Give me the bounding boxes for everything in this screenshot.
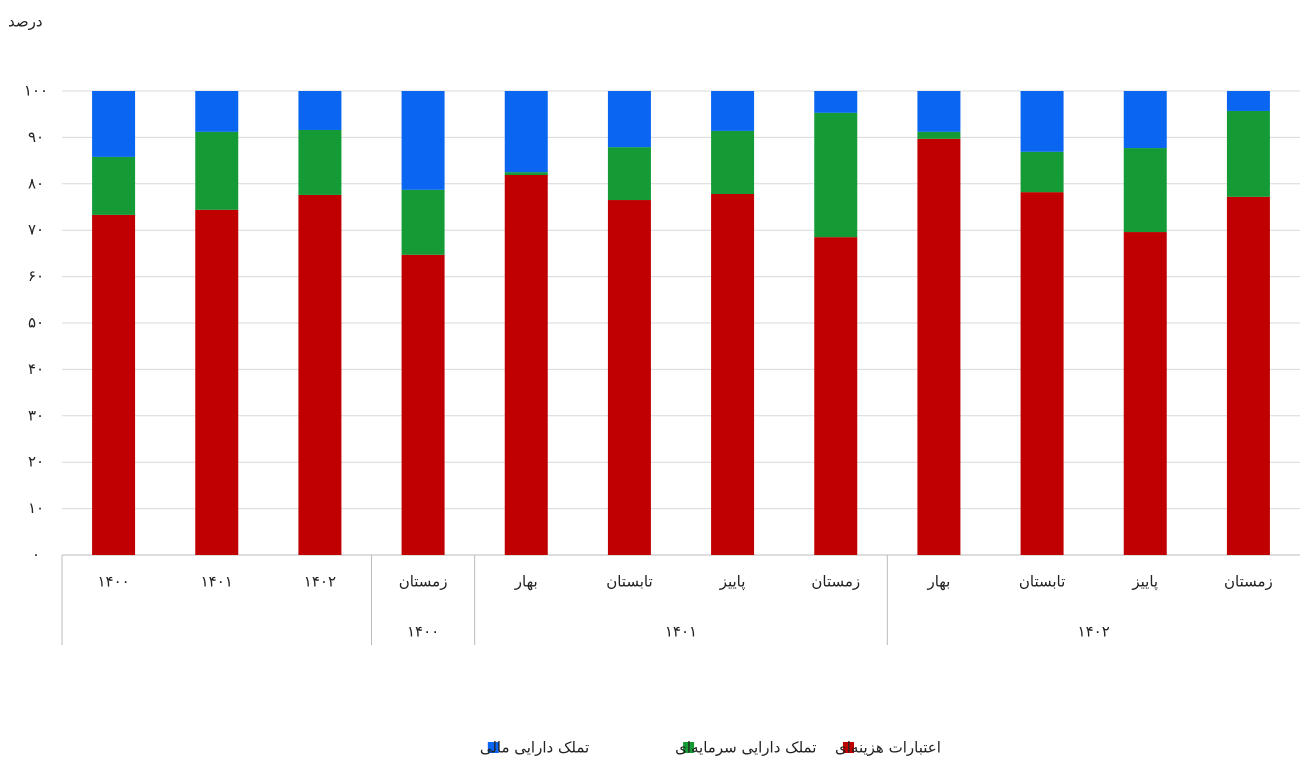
bar-segment	[92, 214, 136, 555]
x-tick-label: ۱۴۰۱	[201, 573, 233, 591]
y-tick-label: ۹۰	[28, 128, 44, 146]
bar-segment	[298, 91, 342, 130]
bar-segment	[814, 237, 858, 555]
bar-segment	[401, 254, 445, 556]
legend-swatch	[487, 742, 499, 753]
bar-segment	[917, 131, 961, 139]
y-tick-label: ۱۰۰	[24, 82, 48, 100]
group-label: ۱۴۰۲	[1078, 623, 1110, 641]
x-tick-label: ۱۴۰۲	[304, 573, 336, 591]
bar-segment	[401, 91, 445, 190]
bar-segment	[607, 91, 651, 148]
bar-segment	[298, 194, 342, 555]
bar-segment	[504, 174, 548, 555]
bar-segment	[1020, 151, 1064, 193]
bar-segment	[711, 91, 755, 131]
legend-swatch	[843, 742, 854, 753]
x-tick-label: پاییز	[719, 573, 746, 592]
y-tick-label: ۶۰	[28, 267, 44, 285]
bar-segment	[1123, 148, 1167, 233]
y-tick-label: ۷۰	[28, 221, 44, 239]
bar-segment	[1123, 232, 1167, 555]
bar-segment	[401, 189, 445, 255]
y-tick-label: ۸۰	[28, 174, 44, 192]
bar-segment	[1226, 110, 1270, 197]
bar-segment	[195, 91, 239, 132]
bar-segment	[917, 138, 961, 556]
x-tick-label: ۱۴۰۰	[97, 573, 129, 591]
bar-segment	[814, 91, 858, 113]
bar-segment	[1020, 91, 1064, 152]
x-tick-label: بهار	[926, 573, 950, 591]
x-tick-label: تابستان	[606, 573, 652, 591]
group-label: ۱۴۰۰	[407, 623, 439, 641]
legend-swatch	[683, 742, 695, 753]
bar-segment	[195, 131, 239, 210]
bar-segment	[1123, 91, 1167, 149]
bar-segment	[195, 209, 239, 555]
bar-segment	[917, 91, 961, 132]
y-tick-label: ۵۰	[28, 314, 44, 332]
x-tick-label: بهار	[514, 573, 538, 591]
y-tick-label: ۰	[32, 546, 40, 564]
bar-segment	[607, 147, 651, 201]
bar-segment	[607, 200, 651, 556]
bar-segment	[92, 156, 136, 215]
group-label: ۱۴۰۱	[665, 623, 697, 641]
bar-segment	[1226, 91, 1270, 111]
bar-segment	[298, 129, 342, 195]
bar-segment	[711, 130, 755, 195]
bar-segment	[504, 172, 548, 175]
bar-segment	[1226, 196, 1270, 556]
x-tick-label: تابستان	[1019, 573, 1065, 591]
x-tick-label: زمستان	[811, 573, 860, 591]
x-tick-label: زمستان	[1224, 573, 1273, 591]
bar-segment	[1020, 192, 1064, 556]
x-tick-label: پاییز	[1131, 573, 1158, 592]
legend-label: تملک دارایی مالی	[480, 739, 589, 757]
x-tick-label: زمستان	[399, 573, 448, 591]
y-tick-label: ۲۰	[28, 453, 44, 471]
y-tick-label: ۳۰	[28, 406, 44, 424]
bar-segment	[92, 91, 136, 157]
legend-label: تملک دارایی سرمایه‌ای	[675, 739, 816, 757]
bar-segment	[814, 112, 858, 238]
legend-label: اعتبارات هزینه‌ای	[835, 739, 941, 757]
y-tick-label: ۱۰	[28, 499, 44, 517]
bar-segment	[504, 91, 548, 173]
y-tick-label: ۴۰	[28, 360, 44, 378]
bar-segment	[711, 194, 755, 555]
y-axis-label: درصد	[8, 13, 43, 31]
